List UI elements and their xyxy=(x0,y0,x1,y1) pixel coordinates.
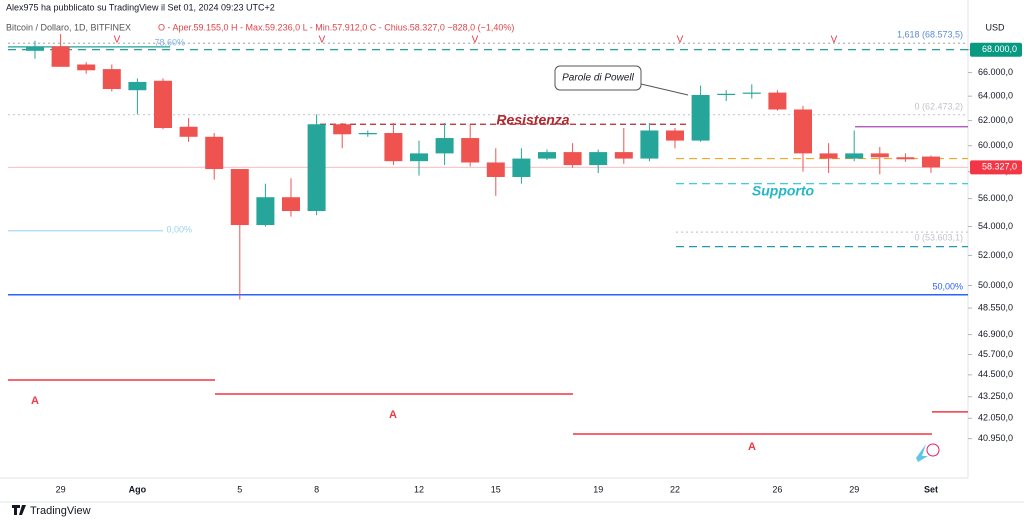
price-badge xyxy=(970,160,1022,175)
candle-body xyxy=(614,152,633,159)
candle-body xyxy=(410,153,428,162)
callout-text: Parole di Powell xyxy=(562,73,634,84)
level-label: 0 (53.603,1) xyxy=(914,232,963,242)
candle-body xyxy=(717,93,736,95)
level-label: A xyxy=(748,441,756,453)
level-label: Resistenza xyxy=(496,112,569,128)
candle-body xyxy=(256,197,275,226)
level-label: 1,618 (68.573,5) xyxy=(897,29,963,39)
y-tick-label: 46.900,0 xyxy=(978,329,1013,339)
callout-box xyxy=(554,65,642,91)
candle-body xyxy=(845,153,864,159)
price-badge-label: 68.000,0 xyxy=(982,44,1017,54)
x-tick-label: 19 xyxy=(593,484,603,494)
brand: TradingView xyxy=(30,505,91,517)
candle-body xyxy=(461,138,480,163)
y-tick-label: 66.000,0 xyxy=(978,67,1013,77)
signal-marker: V xyxy=(472,35,479,46)
candle-body xyxy=(128,81,147,91)
candle-body xyxy=(870,153,889,158)
candle-body xyxy=(538,152,556,159)
y-tick-label: 64.000,0 xyxy=(978,91,1013,101)
candle-body xyxy=(666,130,684,141)
signal-marker: V xyxy=(319,35,326,46)
candle-body xyxy=(51,46,70,67)
symbol-title: Bitcoin / Dollaro, 1D, BITFINEX xyxy=(6,22,131,32)
level-label: 0,00% xyxy=(166,224,192,234)
candle-body xyxy=(230,169,249,226)
level-label: 78,60% xyxy=(154,37,185,47)
candle-body xyxy=(435,138,454,154)
level-label: 50,00% xyxy=(932,281,963,291)
candle-body xyxy=(205,136,224,170)
candle-body xyxy=(896,157,915,160)
level-label: Supporto xyxy=(752,183,815,199)
x-tick-label: 22 xyxy=(670,484,680,494)
y-tick-label: 54.000,0 xyxy=(978,221,1013,231)
x-tick-label: 12 xyxy=(414,484,424,494)
x-tick-label: 29 xyxy=(849,484,859,494)
candle-body xyxy=(282,197,300,212)
candle-body xyxy=(768,92,787,110)
candle-body xyxy=(922,156,940,168)
y-tick-label: 60.000,0 xyxy=(978,140,1013,150)
level-label: A xyxy=(31,395,39,407)
candle-body xyxy=(691,94,710,141)
candle-body xyxy=(512,158,531,177)
y-tick-label: 52.000,0 xyxy=(978,250,1013,260)
y-tick-label: 62.000,0 xyxy=(978,115,1013,125)
publisher: Alex975 ha pubblicato su TradingView il … xyxy=(6,2,275,12)
x-tick-label: Ago xyxy=(129,484,147,494)
candle-body xyxy=(819,153,838,159)
brand-logo xyxy=(12,505,26,515)
y-tick-label: 48.550,0 xyxy=(978,302,1013,312)
candle-body xyxy=(26,46,44,51)
icon xyxy=(916,444,928,462)
candle-body xyxy=(102,69,121,90)
price-badge xyxy=(970,42,1022,57)
candle-body xyxy=(358,133,377,135)
icon-circle xyxy=(926,443,940,457)
candle-body xyxy=(333,124,352,135)
x-tick-label: Set xyxy=(924,484,938,494)
x-tick-label: 15 xyxy=(491,484,501,494)
x-tick-label: 5 xyxy=(237,484,242,494)
currency: USD xyxy=(985,22,1005,32)
candle-body xyxy=(154,80,172,128)
y-tick-label: 44.500,0 xyxy=(978,369,1013,379)
candle-body xyxy=(640,130,659,159)
candle-body xyxy=(794,109,812,154)
y-tick-label: 45.700,0 xyxy=(978,349,1013,359)
candle-body xyxy=(77,64,96,71)
candle-body xyxy=(589,152,608,166)
candle-body xyxy=(563,152,582,166)
callout-pointer xyxy=(640,83,689,96)
level-label: A xyxy=(389,409,397,421)
candle-body xyxy=(486,162,505,177)
y-tick-label: 56.000,0 xyxy=(978,193,1013,203)
signal-marker: V xyxy=(114,35,121,46)
signal-marker: V xyxy=(831,35,838,46)
y-tick-label: 50.000,0 xyxy=(978,280,1013,290)
y-tick-label: 43.250,0 xyxy=(978,391,1013,401)
candle-body xyxy=(384,133,403,162)
candle-body xyxy=(742,92,761,94)
candle-body xyxy=(307,124,326,212)
x-tick-label: 26 xyxy=(772,484,782,494)
ohlc-legend: O - Aper.59.155,0 H - Max.59.236,0 L - M… xyxy=(158,22,514,32)
x-tick-label: 8 xyxy=(314,484,319,494)
signal-marker: V xyxy=(677,35,684,46)
y-tick-label: 40.950,0 xyxy=(978,433,1013,443)
level-label: 0 (62.473,2) xyxy=(914,101,963,111)
y-tick-label: 42.050,0 xyxy=(978,413,1013,423)
candle-body xyxy=(179,126,198,137)
x-tick-label: 29 xyxy=(56,484,66,494)
price-badge-label: 58.327,0 xyxy=(982,162,1017,172)
